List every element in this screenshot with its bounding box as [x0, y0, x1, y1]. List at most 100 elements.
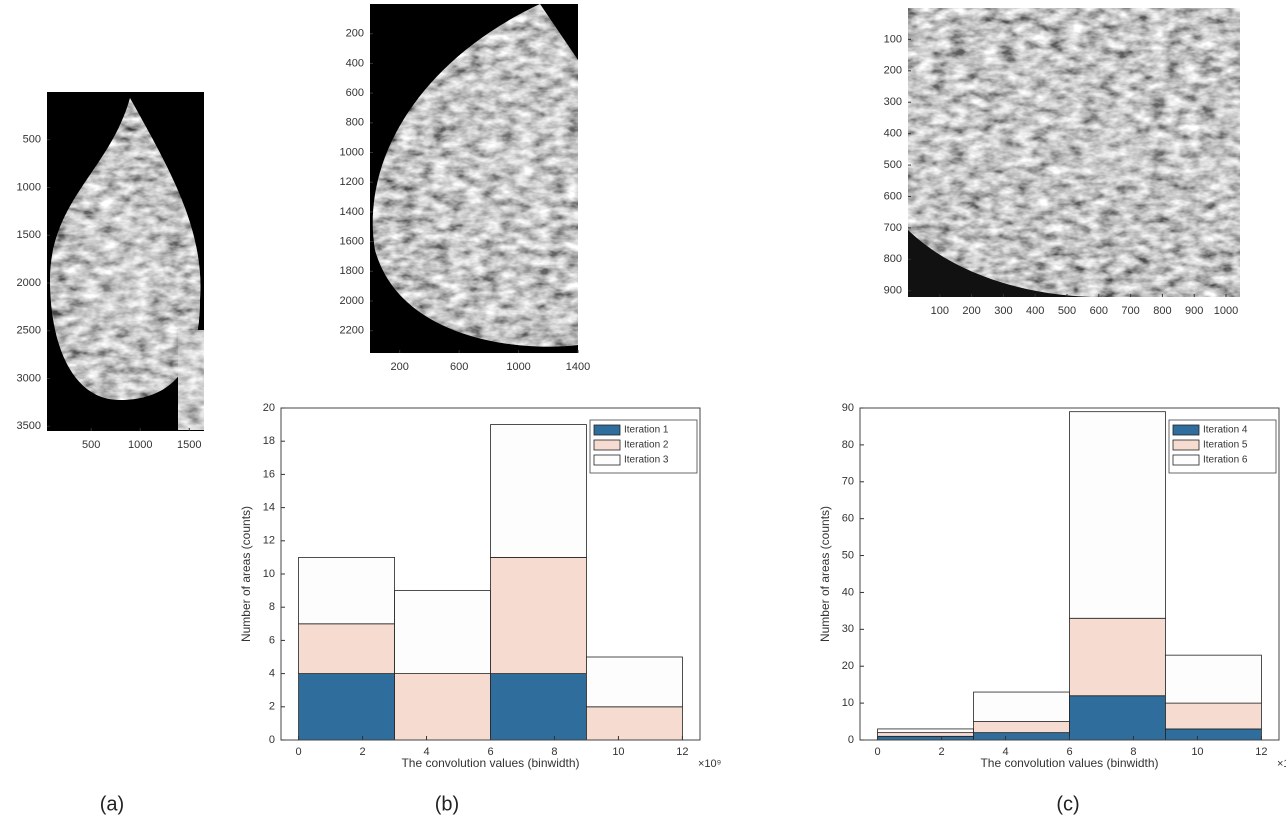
y-tick-label: 6 — [269, 634, 275, 646]
y-tick-label: 2200 — [340, 325, 364, 337]
y-tick-label: 400 — [346, 57, 364, 69]
bar-segment — [973, 732, 1070, 741]
bar-segment — [394, 673, 491, 741]
panel-label: (b) — [435, 793, 459, 815]
y-tick-label: 50 — [842, 549, 854, 561]
legend-label: Iteration 6 — [1203, 455, 1248, 466]
legend-label: Iteration 2 — [624, 440, 669, 451]
x-tick-label: 100 — [931, 305, 949, 317]
y-tick-label: 8 — [269, 601, 275, 613]
legend: Iteration 1 Iteration 2 Iteration 3 — [589, 419, 698, 474]
bar-segment — [973, 691, 1070, 722]
x-tick-label: 4 — [423, 746, 429, 758]
y-tick-label: 500 — [884, 159, 902, 171]
y-tick-label: 1000 — [340, 146, 364, 158]
y-tick-label: 400 — [884, 128, 902, 140]
legend-swatch — [1172, 439, 1200, 451]
bar-segment — [1069, 617, 1166, 697]
bar-segment — [586, 656, 683, 708]
image-c — [908, 8, 1240, 297]
image-b — [370, 4, 578, 353]
y-tick-label: 200 — [884, 65, 902, 77]
x-tick-label: 600 — [1090, 305, 1108, 317]
x-tick-label: 800 — [1153, 305, 1171, 317]
legend-label: Iteration 3 — [624, 455, 669, 466]
x-tick-label: 2 — [938, 746, 944, 758]
bar-segment — [298, 673, 395, 741]
y-tick-label: 12 — [263, 535, 275, 547]
legend-label: Iteration 5 — [1203, 440, 1248, 451]
y-tick-label: 300 — [884, 96, 902, 108]
bar-segment — [877, 732, 974, 737]
y-tick-label: 700 — [884, 222, 902, 234]
y-tick-label: 20 — [842, 660, 854, 672]
x-tick-label: 0 — [296, 746, 302, 758]
x-tick-label: 0 — [875, 746, 881, 758]
y-tick-label: 2000 — [17, 277, 41, 289]
y-tick-label: 2500 — [17, 325, 41, 337]
y-tick-label: 60 — [842, 513, 854, 525]
bar-segment — [1165, 654, 1262, 704]
x-tick-label: 1000 — [128, 439, 152, 451]
x-axis-label: The convolution values (binwidth) — [980, 756, 1158, 770]
bar-segment — [1165, 702, 1262, 730]
x-tick-label: 12 — [676, 746, 688, 758]
bar-segment — [394, 590, 491, 674]
x-tick-label: 200 — [962, 305, 980, 317]
x-multiplier: ×10⁹ — [698, 758, 721, 770]
y-tick-label: 1000 — [17, 181, 41, 193]
y-tick-label: 800 — [884, 253, 902, 265]
y-tick-label: 3000 — [17, 372, 41, 384]
bar-segment — [973, 721, 1070, 734]
legend-label: Iteration 1 — [624, 425, 669, 436]
bar-segment — [1069, 411, 1166, 619]
legend-swatch — [1172, 454, 1200, 466]
y-axis-label: Number of areas (counts) — [239, 506, 253, 642]
y-tick-label: 600 — [884, 190, 902, 202]
x-multiplier: ×10⁹ — [1277, 758, 1286, 770]
x-axis-label: The convolution values (binwidth) — [401, 756, 579, 770]
y-tick-label: 0 — [848, 734, 854, 746]
x-tick-label: 8 — [551, 746, 557, 758]
x-tick-label: 4 — [1002, 746, 1008, 758]
bar-segment — [298, 623, 395, 674]
x-tick-label: 900 — [1185, 305, 1203, 317]
x-tick-label: 12 — [1255, 746, 1267, 758]
y-tick-label: 90 — [842, 402, 854, 414]
y-tick-label: 1400 — [340, 206, 364, 218]
bar-segment — [298, 557, 395, 625]
x-tick-label: 10 — [612, 746, 624, 758]
x-tick-label: 8 — [1130, 746, 1136, 758]
y-tick-label: 10 — [842, 697, 854, 709]
y-tick-label: 70 — [842, 476, 854, 488]
y-tick-label: 800 — [346, 117, 364, 129]
x-tick-label: 500 — [1058, 305, 1076, 317]
legend: Iteration 4 Iteration 5 Iteration 6 — [1168, 419, 1277, 474]
y-tick-label: 3500 — [17, 420, 41, 432]
bar-segment — [490, 557, 587, 675]
bar-segment — [1069, 695, 1166, 741]
bar-segment — [490, 673, 587, 741]
y-tick-label: 18 — [263, 435, 275, 447]
x-tick-label: 2 — [359, 746, 365, 758]
y-tick-label: 1600 — [340, 236, 364, 248]
y-tick-label: 10 — [263, 568, 275, 580]
legend-swatch — [593, 424, 621, 436]
y-tick-label: 500 — [23, 134, 41, 146]
x-tick-label: 1500 — [177, 439, 201, 451]
y-tick-label: 30 — [842, 623, 854, 635]
bar-segment — [1165, 728, 1262, 741]
y-tick-label: 14 — [263, 502, 275, 514]
x-tick-label: 300 — [994, 305, 1012, 317]
x-tick-label: 6 — [1066, 746, 1072, 758]
y-tick-label: 200 — [346, 28, 364, 40]
image-a — [47, 92, 204, 431]
panel-label: (a) — [100, 793, 124, 815]
y-tick-label: 40 — [842, 586, 854, 598]
y-tick-label: 2 — [269, 701, 275, 713]
x-tick-label: 200 — [391, 361, 409, 373]
y-tick-label: 1500 — [17, 229, 41, 241]
legend-label: Iteration 4 — [1203, 425, 1248, 436]
